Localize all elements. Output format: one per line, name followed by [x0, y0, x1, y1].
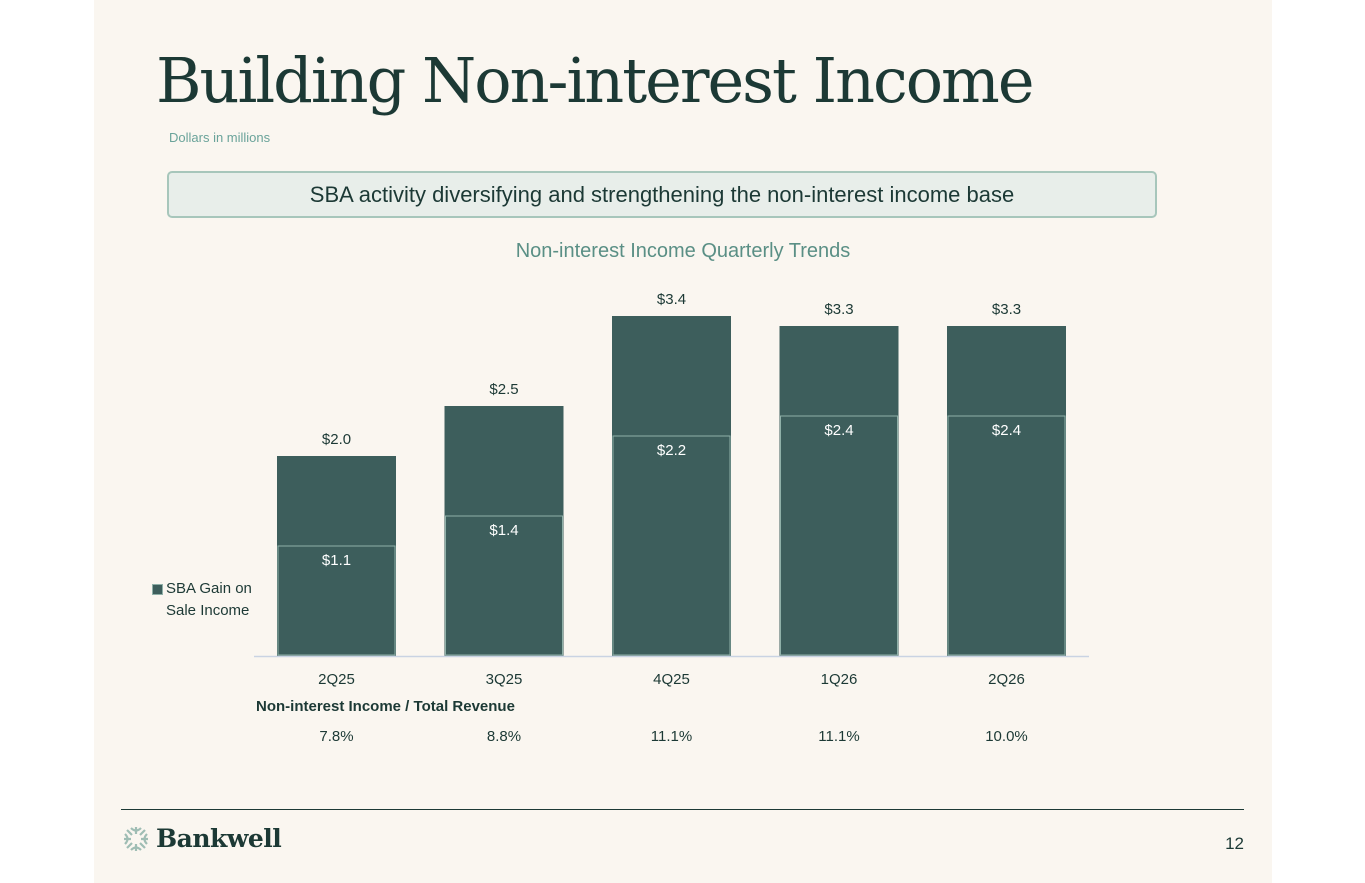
- x-tick-label: 3Q25: [486, 671, 523, 688]
- chart-title: Non-interest Income Quarterly Trends: [515, 240, 851, 262]
- ratio-value: 10.0%: [985, 728, 1028, 745]
- total-bar: [779, 326, 899, 656]
- bar-chart: $2.0 $1.1 2Q25 7.8% $2.5 $1.4 3Q25 8.8% $3.4 $2.2…: [254, 291, 1089, 745]
- sba-bar-segment: [780, 415, 898, 656]
- x-tick-label: 2Q26: [988, 671, 1025, 688]
- page-number: 12: [1225, 834, 1244, 853]
- total-value-label: $2.0: [322, 431, 351, 448]
- sba-bar-segment: [947, 415, 1066, 656]
- bankwell-logo: Bankwell: [122, 824, 282, 853]
- total-bar: [444, 406, 564, 656]
- footer-divider: [121, 809, 1244, 810]
- ratio-value: 7.8%: [319, 728, 353, 745]
- ratio-row-label: Non-interest Income / Total Revenue: [256, 698, 515, 715]
- sba-bar-segment: [277, 545, 396, 656]
- x-tick-label: 4Q25: [653, 671, 690, 688]
- x-tick-label: 1Q26: [821, 671, 858, 688]
- sba-value-label: $1.4: [489, 522, 518, 539]
- logo-wordmark: Bankwell: [156, 824, 282, 853]
- total-bar: [277, 456, 396, 656]
- ratio-value: 11.1%: [651, 728, 692, 745]
- sba-value-label: $2.4: [992, 422, 1021, 439]
- slide: Building Non-interest Income Dollars in …: [94, 0, 1272, 883]
- slide-title: Building Non-interest Income: [156, 44, 1035, 117]
- banner-text: SBA activity diversifying and strengthen…: [309, 181, 1015, 207]
- sba-bar-segment: [612, 435, 731, 656]
- total-value-label: $3.4: [657, 291, 686, 308]
- x-tick-label: 2Q25: [318, 671, 355, 688]
- sba-value-label: $2.2: [657, 442, 686, 459]
- total-value-label: $3.3: [824, 301, 853, 318]
- ratio-value: 11.1%: [818, 728, 859, 745]
- total-value-label: $3.3: [992, 301, 1021, 318]
- total-value-label: $2.5: [489, 381, 518, 398]
- units-note: Dollars in millions: [169, 130, 271, 145]
- key-message-banner: SBA activity diversifying and strengthen…: [167, 171, 1157, 218]
- legend-label: SBA Gain on Sale Income: [166, 580, 252, 619]
- total-bar: [612, 316, 731, 656]
- bankwell-mark-icon: [124, 826, 148, 851]
- sba-bar-segment: [445, 515, 563, 656]
- legend: SBA Gain on Sale Income: [152, 578, 266, 622]
- sba-value-label: $2.4: [824, 422, 853, 439]
- legend-swatch: [152, 584, 163, 595]
- total-bar: [947, 326, 1066, 656]
- ratio-value: 8.8%: [487, 728, 521, 745]
- sba-value-label: $1.1: [322, 552, 351, 569]
